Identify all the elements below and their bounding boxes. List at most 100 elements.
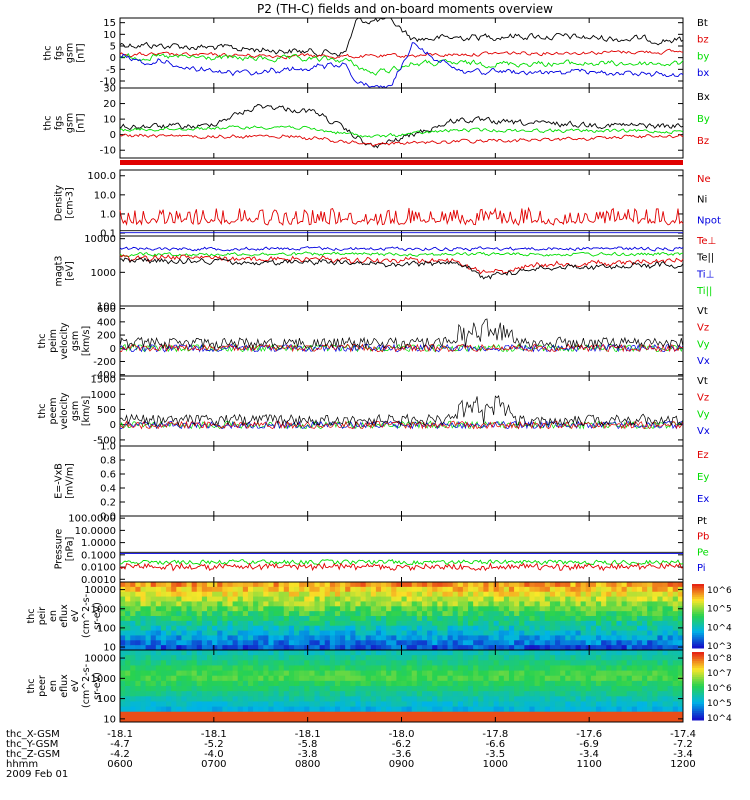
- heatmap-cell: [493, 675, 500, 682]
- heatmap-cell: [590, 601, 597, 607]
- heatmap-cell: [595, 655, 602, 661]
- y-axis-label: Pressure: [54, 529, 65, 570]
- heatmap-cell: [483, 696, 490, 702]
- heatmap-cell: [150, 650, 157, 656]
- heatmap-cell: [560, 655, 566, 661]
- heatmap-cell: [145, 665, 152, 672]
- heatmap-cell: [457, 675, 464, 682]
- heatmap-cell: [590, 691, 597, 697]
- colorbar-cell: [692, 708, 704, 712]
- heatmap-cell: [171, 645, 177, 651]
- heatmap-cell: [437, 630, 443, 636]
- heatmap-cell: [580, 596, 587, 602]
- heatmap-cell: [647, 645, 653, 651]
- heatmap-cell: [560, 582, 566, 588]
- heatmap-cell: [514, 675, 520, 682]
- heatmap-cell: [386, 630, 392, 636]
- heatmap-cell: [498, 596, 505, 602]
- heatmap-cell: [437, 665, 443, 672]
- heatmap-cell: [421, 711, 428, 718]
- heatmap-cell: [355, 650, 362, 656]
- heatmap-cell: [457, 596, 464, 602]
- heatmap-cell: [432, 620, 438, 627]
- heatmap-cell: [534, 645, 541, 651]
- heatmap-cell: [437, 635, 443, 641]
- heatmap-cell: [186, 582, 193, 588]
- heatmap-cell: [166, 686, 172, 692]
- heatmap-cell: [595, 620, 602, 627]
- heatmap-cell: [140, 635, 147, 641]
- heatmap-cell: [365, 582, 372, 588]
- heatmap-cell: [636, 711, 643, 718]
- heatmap-cell: [626, 650, 633, 656]
- heatmap-cell: [432, 711, 438, 718]
- heatmap-cell: [242, 640, 249, 646]
- heatmap-cell: [427, 625, 433, 632]
- heatmap-cell: [140, 630, 147, 636]
- heatmap-cell: [160, 665, 167, 672]
- heatmap-cell: [442, 606, 449, 612]
- heatmap-cell: [503, 640, 510, 646]
- colorbar-cell: [692, 645, 704, 649]
- heatmap-cell: [191, 616, 198, 622]
- heatmap-cell: [227, 640, 234, 646]
- heatmap-cell: [125, 582, 131, 588]
- heatmap-cell: [519, 630, 525, 636]
- heatmap-cell: [616, 701, 623, 708]
- heatmap-cell: [237, 620, 244, 627]
- heatmap-cell: [647, 716, 653, 723]
- heatmap-cell: [452, 665, 459, 672]
- heatmap-cell: [549, 655, 556, 661]
- heatmap-cell: [478, 675, 484, 682]
- heatmap-cell: [626, 655, 633, 661]
- y-tick-label: 1000: [91, 268, 116, 279]
- heatmap-cell: [601, 611, 607, 617]
- heatmap-cell: [299, 616, 305, 622]
- heatmap-cell: [222, 630, 228, 636]
- heatmap-cell: [130, 686, 136, 692]
- heatmap-cell: [549, 620, 556, 627]
- heatmap-cell: [657, 680, 664, 687]
- heatmap-cell: [273, 706, 280, 713]
- heatmap-cell: [217, 640, 223, 646]
- heatmap-cell: [411, 711, 418, 718]
- heatmap-cell: [585, 670, 592, 677]
- heatmap-cell: [662, 645, 669, 651]
- heatmap-cell: [334, 591, 341, 598]
- heatmap-cell: [437, 606, 443, 612]
- heatmap-cell: [626, 675, 633, 682]
- heatmap-cell: [503, 630, 510, 636]
- heatmap-cell: [406, 630, 413, 636]
- heatmap-cell: [268, 582, 275, 588]
- heatmap-cell: [155, 686, 162, 692]
- heatmap-cell: [263, 660, 269, 666]
- heatmap-cell: [590, 696, 597, 702]
- heatmap-cell: [242, 655, 249, 661]
- heatmap-cell: [519, 706, 525, 713]
- heatmap-cell: [247, 665, 254, 672]
- heatmap-cell: [508, 635, 515, 641]
- heatmap-cell: [375, 665, 382, 672]
- heatmap-cell: [462, 660, 469, 666]
- heatmap-cell: [544, 706, 551, 713]
- heatmap-cell: [196, 696, 203, 702]
- heatmap-cell: [432, 596, 438, 602]
- heatmap-cell: [319, 596, 326, 602]
- heatmap-cell: [606, 601, 612, 607]
- heatmap-cell: [263, 706, 269, 713]
- heatmap-cell: [626, 591, 633, 598]
- heatmap-cell: [191, 660, 198, 666]
- heatmap-cell: [437, 696, 443, 702]
- y-tick-label: 0.0010: [81, 575, 116, 586]
- heatmap-cell: [355, 696, 362, 702]
- heatmap-cell: [626, 625, 633, 632]
- heatmap-cell: [508, 630, 515, 636]
- heatmap-cell: [478, 711, 484, 718]
- heatmap-cell: [672, 645, 679, 651]
- heatmap-cell: [570, 686, 577, 692]
- heatmap-cell: [242, 716, 249, 723]
- y-tick-label: 5: [110, 42, 116, 53]
- heatmap-cell: [524, 596, 530, 602]
- heatmap-cell: [575, 650, 582, 656]
